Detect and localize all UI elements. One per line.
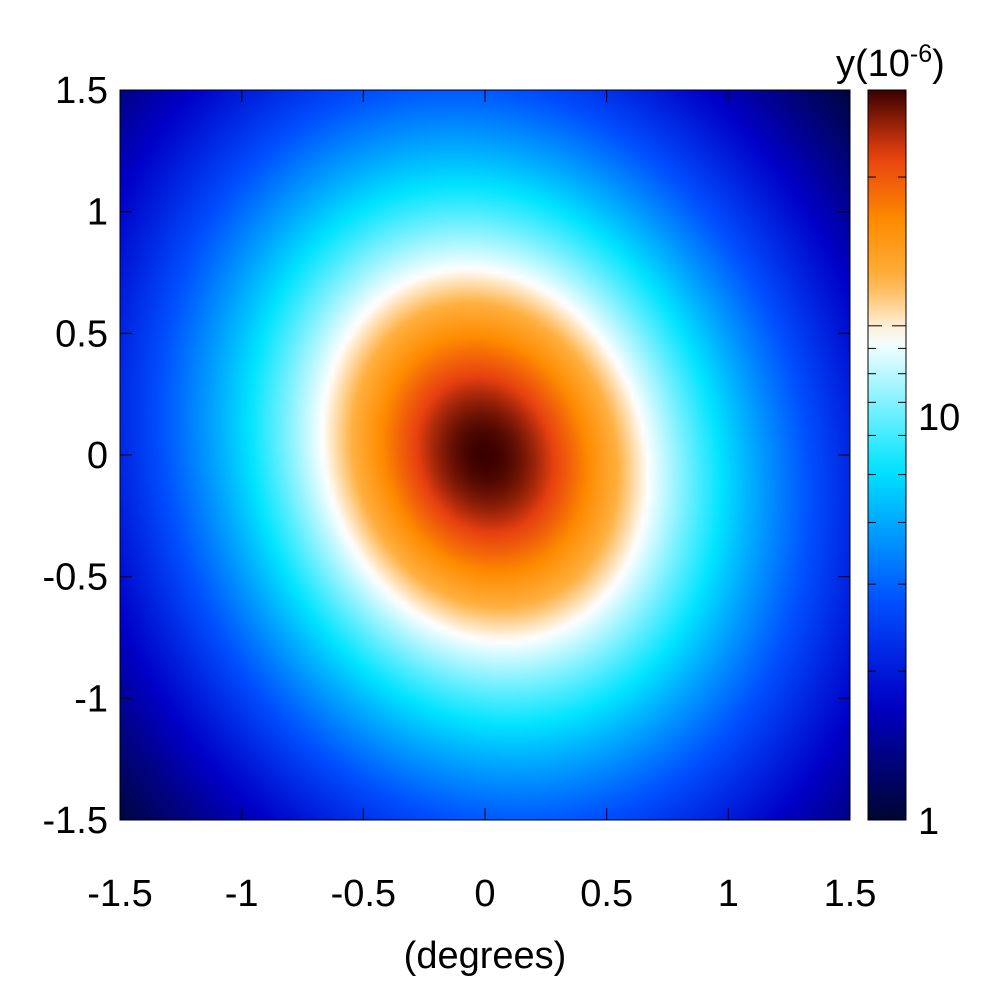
y-tick-label: 0.5 <box>55 313 108 355</box>
colorbar-gradient <box>868 90 906 820</box>
y-axis-ticks <box>120 89 850 821</box>
heatmap-image <box>120 90 850 820</box>
x-axis-ticks <box>119 90 851 820</box>
y-tick-label: 1.5 <box>55 70 108 112</box>
colorbar-label-exponent: -6 <box>910 40 932 68</box>
x-tick-label: 1 <box>718 873 739 915</box>
colorbar-label: y(10-6) <box>836 40 945 85</box>
colorbar-frame <box>867 89 907 821</box>
y-tick-label: -0.5 <box>43 557 108 599</box>
colorbar-label-base: y(10 <box>836 43 910 85</box>
y-axis-tick-labels: 1.5 1 0.5 0 -0.5 -1 -1.5 <box>43 70 108 842</box>
x-tick-label: 0 <box>474 873 495 915</box>
x-tick-label: -0.5 <box>331 873 396 915</box>
colorbar-label-close: ) <box>932 43 945 85</box>
y-tick-label: 1 <box>87 192 108 234</box>
y-tick-label: -1.5 <box>43 800 108 842</box>
x-tick-label: -1.5 <box>87 873 152 915</box>
colorbar-tick-label: 10 <box>918 397 960 439</box>
colorbar-tick-label: 1 <box>918 801 939 843</box>
x-tick-label: 0.5 <box>580 873 633 915</box>
colorbar: 10 1 y(10-6) <box>836 40 960 843</box>
x-axis-label: (degrees) <box>404 935 567 977</box>
x-tick-label: 1.5 <box>824 873 877 915</box>
y-tick-label: 0 <box>87 435 108 477</box>
x-axis-tick-labels: -1.5 -1 -0.5 0 0.5 1 1.5 <box>87 873 876 915</box>
y-tick-label: -1 <box>74 678 108 720</box>
x-tick-label: -1 <box>225 873 259 915</box>
heatmap-field <box>120 90 850 820</box>
